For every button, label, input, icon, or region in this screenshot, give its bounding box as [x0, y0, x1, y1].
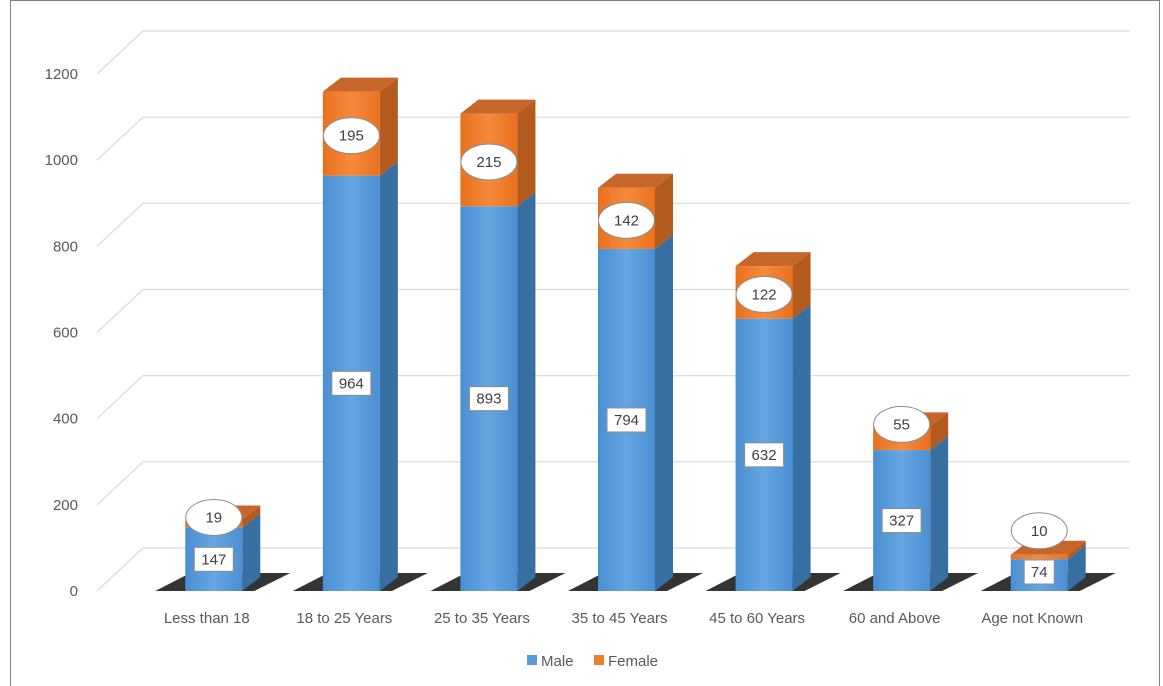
gridline — [96, 30, 1130, 75]
label-box-male — [331, 370, 372, 396]
gridline — [96, 116, 1130, 161]
bar-male-side — [242, 513, 261, 591]
label-bubble-female — [185, 498, 243, 536]
data-label-female: 122 — [752, 286, 777, 303]
bar-top — [598, 173, 673, 188]
bar-female-side — [517, 99, 536, 207]
data-label-female: 55 — [893, 416, 910, 433]
bar-male-side — [379, 161, 398, 591]
bar-female-side — [379, 77, 398, 176]
data-label-male: 74 — [1031, 564, 1048, 581]
data-label-male: 147 — [201, 551, 226, 568]
x-tick-label: 25 to 35 Years — [434, 610, 530, 627]
label-box-male — [606, 407, 647, 433]
x-tick-label: 60 and Above — [849, 610, 941, 627]
label-bubble-female — [1010, 512, 1068, 550]
bar-top — [735, 252, 811, 267]
label-bubble-female — [735, 275, 793, 313]
y-tick-label: 600 — [53, 325, 78, 342]
data-label-male: 632 — [752, 447, 777, 464]
x-tick-label: 18 to 25 Years — [296, 610, 392, 627]
bar-male-side — [792, 304, 811, 591]
data-label-female: 19 — [205, 509, 222, 526]
bar-male-side — [655, 234, 673, 591]
bar-male-side — [930, 436, 949, 591]
legend-label: Male — [541, 653, 574, 670]
bar-top — [460, 99, 536, 114]
bar-female-side — [1067, 540, 1086, 560]
x-tick-label: 45 to 60 Years — [709, 610, 805, 627]
data-label-male: 964 — [339, 375, 364, 392]
bar-female-side — [655, 173, 673, 249]
bar-top — [322, 77, 398, 92]
label-box-male — [744, 442, 785, 468]
label-bubble-female — [598, 201, 655, 239]
data-label-female: 215 — [476, 154, 501, 171]
label-box-male — [1023, 559, 1055, 585]
x-tick-label: Less than 18 — [164, 610, 250, 627]
label-box-male — [193, 546, 234, 572]
y-tick-label: 400 — [53, 411, 78, 428]
data-label-female: 195 — [339, 128, 364, 145]
bar-male-side — [1067, 545, 1086, 591]
label-box-male — [468, 386, 509, 412]
bar-female — [1010, 554, 1068, 560]
bar-female-side — [792, 252, 811, 319]
bars: 147 19 964 195 893 215 794 142 632 122 327 55 74 10 — [155, 77, 1116, 591]
y-tick-label: 1000 — [45, 152, 78, 169]
bar-male-side — [517, 192, 536, 591]
x-axis: Less than 18 18 to 25 Years 25 to 35 Years… — [164, 610, 1083, 627]
data-label-male: 794 — [614, 412, 639, 429]
bar-female-side — [930, 412, 949, 451]
legend-label: Female — [608, 653, 658, 670]
y-tick-label: 800 — [53, 238, 78, 255]
gridline — [96, 202, 1130, 247]
label-bubble-female — [873, 405, 931, 443]
y-axis: 0 200 400 600 800 1000 1200 — [45, 66, 78, 600]
y-tick-label: 0 — [70, 583, 78, 600]
legend-swatch — [527, 655, 537, 665]
legend-swatch — [594, 655, 604, 665]
x-tick-label: Age not Known — [981, 610, 1083, 627]
chart-frame — [10, 0, 1160, 686]
data-label-male: 327 — [889, 513, 914, 530]
label-box-male — [881, 508, 922, 534]
y-tick-label: 200 — [53, 497, 78, 514]
data-label-female: 142 — [614, 212, 639, 229]
data-label-male: 893 — [476, 391, 501, 408]
label-bubble-female — [322, 117, 380, 155]
gridlines — [96, 30, 1130, 592]
bar-female-side — [242, 505, 261, 528]
x-tick-label: 35 to 45 Years — [572, 610, 668, 627]
y-tick-label: 1200 — [45, 66, 78, 83]
data-label-female: 10 — [1031, 523, 1048, 540]
label-bubble-female — [460, 143, 518, 181]
legend: Male Female — [527, 653, 658, 670]
